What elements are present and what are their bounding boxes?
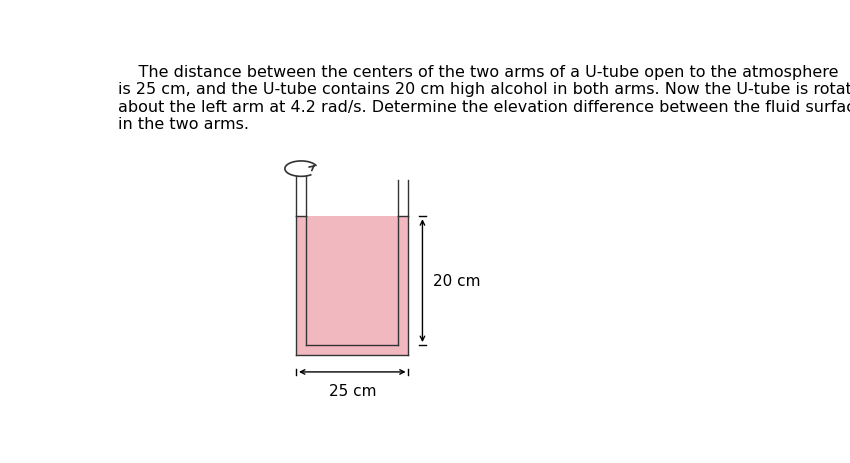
Text: The distance between the centers of the two arms of a U-tube open to the atmosph: The distance between the centers of the … [118, 65, 850, 132]
Text: 20 cm: 20 cm [433, 274, 480, 288]
Bar [399, 217, 409, 355]
Bar [306, 217, 399, 345]
Text: 25 cm: 25 cm [329, 383, 376, 398]
Bar [296, 345, 409, 355]
Bar [296, 217, 306, 355]
